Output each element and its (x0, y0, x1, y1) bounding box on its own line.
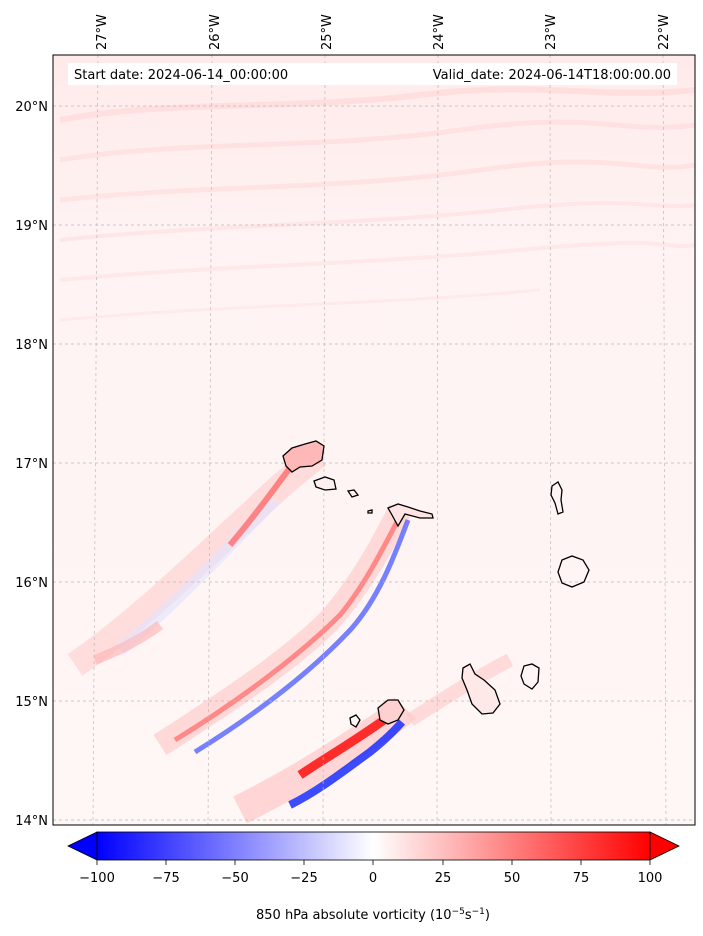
cb-tick-50: 50 (504, 871, 521, 886)
lat-tick-16n: 16°N (15, 576, 48, 591)
island-maio (520, 663, 540, 690)
island-raso (367, 509, 373, 514)
lon-tick-25w: 25°W (320, 14, 335, 50)
northern-streaks (59, 86, 695, 322)
island-sao-vicente (313, 476, 337, 491)
island-santa-luzia (346, 489, 360, 498)
colorbar: −100 −75 −50 −25 0 25 50 75 100 850 hPa … (67, 831, 680, 923)
colorbar-ticks (96, 860, 651, 865)
cb-tick-m75: −75 (152, 871, 179, 886)
colorbar-bar (97, 832, 650, 860)
latitude-ticks: 20°N 19°N 18°N 17°N 16°N 15°N 14°N (15, 100, 48, 829)
lat-tick-18n: 18°N (15, 338, 48, 353)
gridlines (53, 55, 695, 825)
valid-date-label: Valid_date: 2024-06-14T18:00:00.00 (433, 68, 671, 83)
island-fogo (377, 699, 405, 725)
island-sal (550, 481, 564, 515)
lon-tick-23w: 23°W (544, 14, 559, 50)
central-vorticity-band (153, 504, 411, 756)
coastlines (282, 440, 590, 728)
cb-tick-100: 100 (638, 871, 663, 886)
cb-tick-25: 25 (435, 871, 452, 886)
colorbar-extend-high (649, 831, 680, 861)
lon-tick-22w: 22°W (657, 14, 672, 50)
cb-tick-0: 0 (369, 871, 377, 886)
lat-tick-14n: 14°N (15, 814, 48, 829)
cb-tick-m100: −100 (79, 871, 115, 886)
lon-tick-24w: 24°W (432, 14, 447, 50)
island-santo-antao (282, 440, 325, 473)
lat-tick-15n: 15°N (15, 695, 48, 710)
island-brava (349, 714, 361, 728)
colorbar-extend-low (67, 831, 98, 861)
header-box (68, 63, 677, 85)
island-sao-nicolau (387, 503, 434, 528)
colorbar-tick-labels: −100 −75 −50 −25 0 25 50 75 100 (79, 871, 662, 886)
map-frame (52, 54, 696, 826)
map-background (53, 55, 695, 825)
start-date-label: Start date: 2024-06-14_00:00:00 (74, 68, 288, 83)
lon-tick-26w: 26°W (208, 14, 223, 50)
cb-tick-m50: −50 (221, 871, 248, 886)
island-boa-vista (557, 555, 590, 588)
cb-tick-75: 75 (573, 871, 590, 886)
colorbar-label: 850 hPa absolute vorticity (10−5s−1) (256, 907, 490, 923)
island-santiago (461, 663, 501, 715)
lat-tick-20n: 20°N (15, 100, 48, 115)
vorticity-map: Start date: 2024-06-14_00:00:00 Valid_da… (53, 55, 695, 825)
lat-tick-19n: 19°N (15, 219, 48, 234)
lon-tick-27w: 27°W (95, 14, 110, 50)
lat-tick-17n: 17°N (15, 457, 48, 472)
cb-tick-m25: −25 (290, 871, 317, 886)
longitude-ticks: 27°W 26°W 25°W 24°W 23°W 22°W (95, 14, 672, 50)
